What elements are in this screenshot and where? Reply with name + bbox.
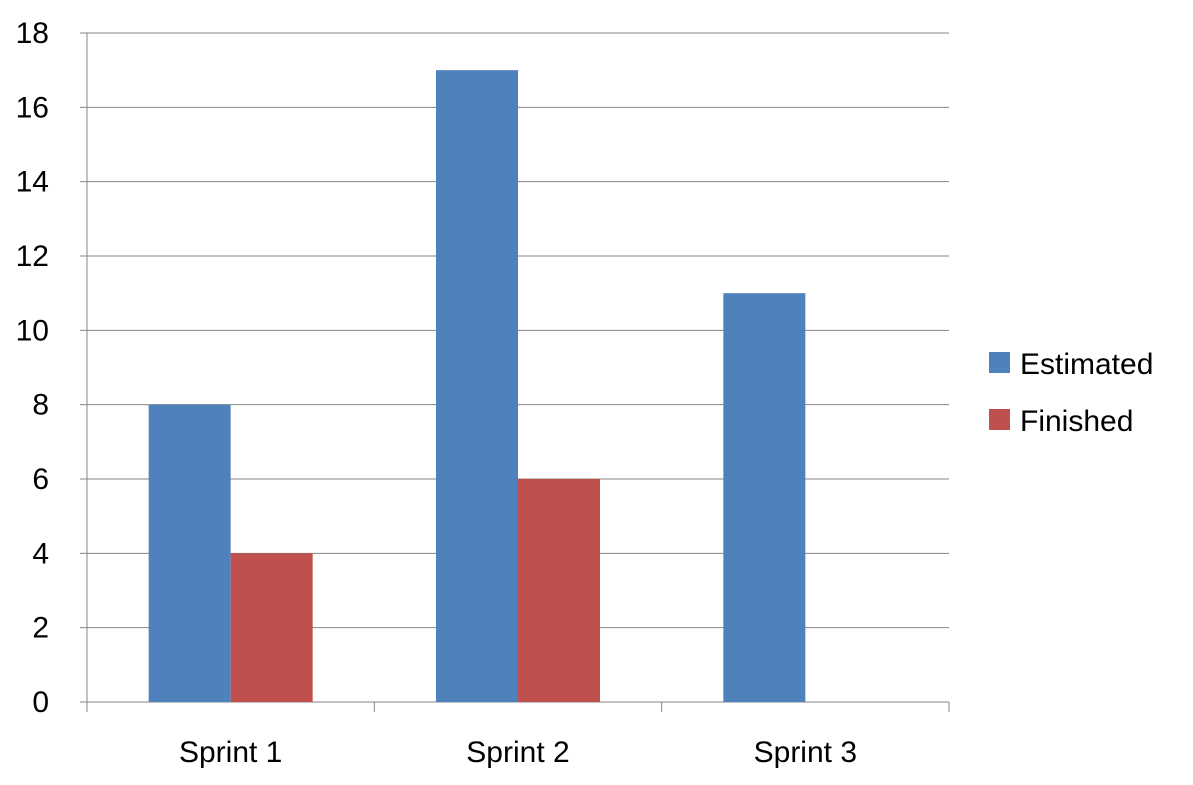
y-tick-label: 0 [32,686,49,719]
x-tick-label: Sprint 2 [466,736,569,769]
bar-estimated-sprint-1 [148,404,231,702]
y-tick-label: 2 [32,612,49,645]
bar-estimated-sprint-3 [723,293,806,702]
legend: Estimated Finished [989,348,1153,438]
y-tick-label: 4 [32,537,49,570]
y-tick-label: 6 [32,463,49,496]
legend-swatch-finished [989,409,1010,430]
y-tick-label: 18 [16,17,49,50]
y-tick-label: 10 [16,314,49,347]
bar-finished-sprint-2 [518,479,600,702]
y-tick-label: 12 [16,240,49,273]
y-tick-label: 16 [16,91,49,124]
legend-swatch-estimated [989,352,1010,373]
bar-estimated-sprint-2 [436,70,518,702]
legend-label-estimated: Estimated [1020,348,1153,381]
x-tick-label: Sprint 3 [754,736,857,769]
legend-label-finished: Finished [1020,405,1133,438]
bar-finished-sprint-1 [230,553,313,702]
x-axis: Sprint 1 Sprint 2 Sprint 3 [86,701,950,769]
y-tick-label: 14 [16,166,49,199]
x-tick-label: Sprint 1 [179,736,282,769]
y-tick-label: 8 [32,389,49,422]
bars [148,70,806,702]
y-axis: 0 2 4 6 8 10 12 14 16 18 [16,17,88,719]
